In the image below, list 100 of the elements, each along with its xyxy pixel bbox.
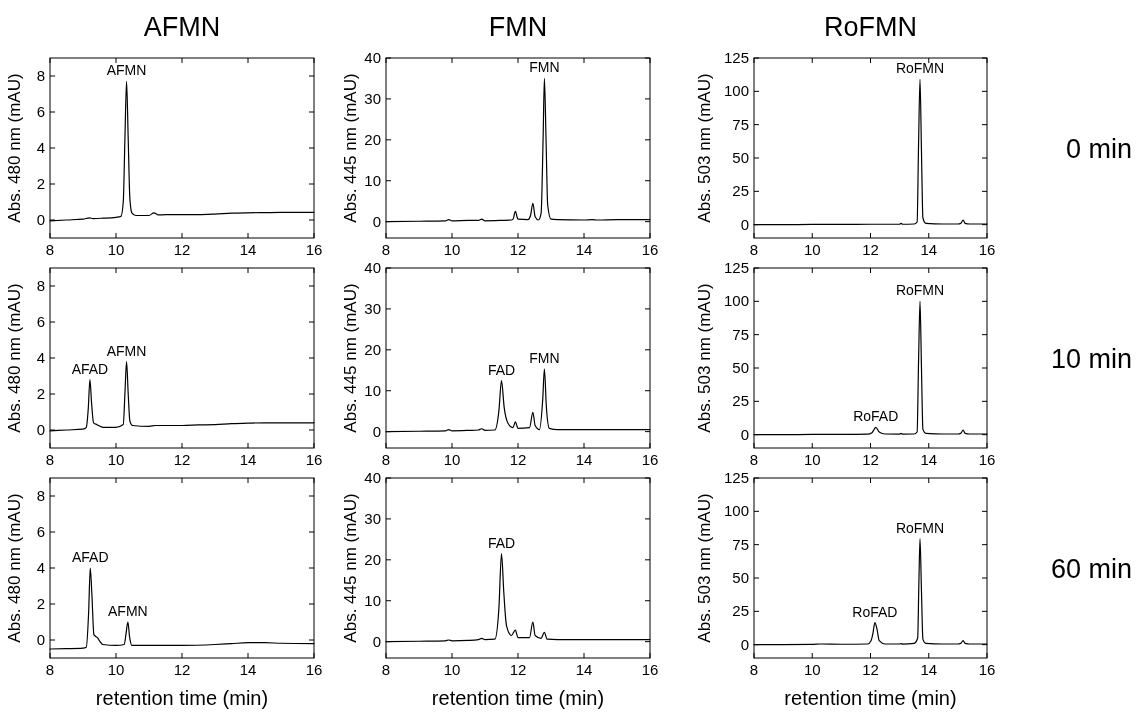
y-tick-label: 25: [732, 392, 749, 410]
x-tick-label: 12: [509, 661, 527, 678]
annotation: AFAD: [71, 549, 109, 565]
y-tick-label: 0: [740, 635, 749, 653]
x-tick-label: 10: [107, 451, 125, 468]
x-tick-label: 14: [239, 241, 257, 258]
x-tick-label: 14: [920, 661, 938, 678]
y-tick-label: 75: [732, 115, 749, 133]
y-axis-title: Abs. 480 nm (mAU): [5, 283, 24, 433]
annotation: RoFMN: [895, 60, 945, 77]
y-axis-title: Abs. 445 nm (mAU): [341, 493, 360, 643]
text: 10 min: [1050, 344, 1132, 374]
x-tick-label: 14: [575, 451, 593, 468]
x-axis-title: retention time (min): [95, 687, 269, 709]
annotation: RoFAD: [853, 408, 899, 425]
y-tick-label: 125: [723, 49, 749, 66]
annotation: FAD: [487, 361, 516, 378]
x-tick-label: 16: [978, 451, 996, 468]
x-tick-label: 16: [641, 451, 659, 468]
x-tick-label: 16: [978, 241, 996, 258]
annotation: RoFMN: [895, 282, 945, 299]
y-tick-label: 6: [36, 103, 45, 120]
y-tick-label: 25: [732, 602, 749, 620]
y-tick-label: 0: [372, 212, 381, 230]
x-tick-label: 16: [978, 661, 996, 678]
y-axis-title: Abs. 503 nm (mAU): [695, 283, 714, 433]
y-tick-label: 125: [723, 469, 749, 486]
annotation: FMN: [529, 59, 560, 76]
annotation: AFMN: [106, 62, 147, 79]
y-tick-label: 8: [36, 67, 45, 84]
chart-title: AFMN: [143, 12, 221, 42]
y-tick-label: 75: [732, 535, 749, 553]
y-tick-label: 10: [364, 381, 381, 399]
y-tick-label: 75: [732, 325, 749, 343]
chart-title: FMN: [488, 12, 548, 42]
x-tick-label: 12: [509, 241, 527, 258]
x-tick-label: 10: [107, 241, 125, 258]
text: 60 min: [1050, 554, 1132, 584]
y-tick-label: 6: [36, 523, 45, 540]
y-axis-title: Abs. 445 nm (mAU): [341, 73, 360, 223]
y-tick-label: 6: [36, 313, 45, 330]
y-tick-label: 10: [364, 591, 381, 609]
x-tick-label: 14: [920, 241, 938, 258]
x-axis-title: retention time (min): [784, 687, 957, 709]
annotation: AFMN: [108, 603, 148, 619]
y-axis-title: Abs. 445 nm (mAU): [341, 283, 360, 433]
y-tick-label: 0: [740, 215, 749, 233]
y-tick-label: 20: [364, 340, 381, 358]
y-tick-label: 30: [364, 299, 381, 317]
y-tick-label: 20: [364, 130, 381, 148]
y-tick-label: 0: [740, 425, 749, 443]
annotation: AFMN: [106, 342, 147, 359]
x-tick-label: 16: [305, 241, 323, 258]
x-tick-label: 14: [239, 661, 257, 678]
x-tick-label: 16: [641, 241, 659, 258]
annotation: FAD: [487, 534, 516, 551]
x-tick-label: 12: [862, 451, 879, 468]
annotation: RoFMN: [895, 519, 945, 536]
y-tick-label: 40: [364, 469, 381, 486]
y-tick-label: 30: [364, 89, 381, 107]
x-tick-label: 14: [920, 451, 938, 468]
y-tick-label: 100: [723, 502, 749, 520]
x-tick-label: 10: [803, 661, 821, 678]
y-tick-label: 0: [36, 421, 45, 438]
y-tick-label: 4: [36, 349, 45, 366]
y-tick-label: 4: [36, 139, 45, 156]
y-tick-label: 0: [36, 631, 45, 648]
x-axis-title: retention time (min): [431, 687, 605, 709]
annotation: FMN: [529, 350, 560, 367]
y-tick-label: 2: [36, 595, 45, 612]
x-tick-label: 16: [305, 661, 323, 678]
y-tick-label: 50: [732, 569, 749, 586]
annotation: RoFAD: [852, 603, 898, 620]
y-tick-label: 20: [364, 550, 381, 568]
x-tick-label: 14: [239, 451, 257, 468]
y-tick-label: 50: [732, 359, 749, 376]
y-tick-label: 100: [723, 292, 749, 310]
x-tick-label: 10: [443, 241, 461, 258]
x-tick-label: 12: [862, 241, 879, 258]
y-tick-label: 2: [36, 175, 45, 192]
y-tick-label: 25: [732, 182, 749, 200]
y-tick-label: 50: [732, 149, 749, 166]
y-tick-label: 100: [723, 82, 749, 100]
x-tick-label: 12: [509, 451, 527, 468]
x-tick-label: 10: [443, 661, 461, 678]
x-tick-label: 12: [173, 661, 191, 678]
y-tick-label: 0: [372, 632, 381, 650]
y-tick-label: 8: [36, 277, 45, 294]
y-tick-label: 10: [364, 171, 381, 189]
x-tick-label: 14: [575, 241, 593, 258]
x-tick-label: 10: [107, 661, 125, 678]
y-tick-label: 40: [364, 49, 381, 66]
x-tick-label: 16: [641, 661, 659, 678]
y-axis-title: Abs. 480 nm (mAU): [5, 493, 24, 643]
x-tick-label: 10: [803, 241, 821, 258]
y-tick-label: 0: [372, 422, 381, 440]
x-tick-label: 12: [862, 661, 879, 678]
y-tick-label: 8: [36, 487, 45, 504]
x-tick-label: 12: [173, 241, 191, 258]
y-tick-label: 30: [364, 509, 381, 527]
